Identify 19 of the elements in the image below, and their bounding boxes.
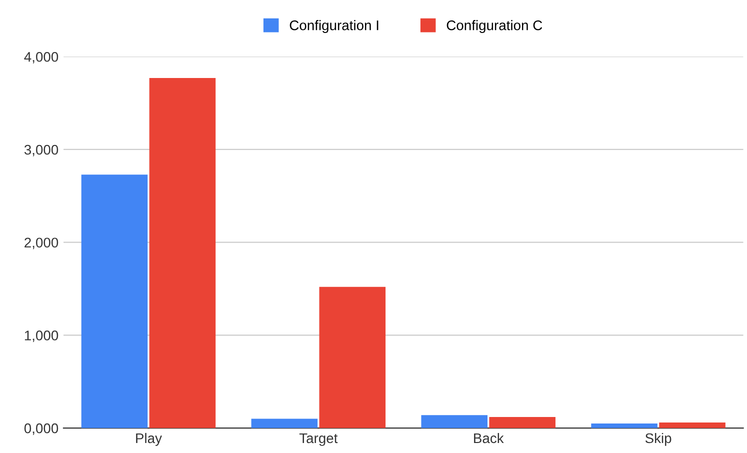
y-tick-label: 0,000 <box>24 423 58 435</box>
y-tick-label: 2,000 <box>24 238 58 250</box>
legend-label: Configuration I <box>290 20 378 33</box>
bar <box>659 422 726 428</box>
bar <box>251 418 318 428</box>
x-tick-label: Target <box>299 433 338 446</box>
x-tick-label: Play <box>136 432 162 446</box>
bar <box>591 423 658 428</box>
y-tick-label: 1,000 <box>24 330 58 342</box>
bar <box>149 78 216 428</box>
x-tick-label: Skip <box>645 432 672 446</box>
bar <box>319 286 386 428</box>
bar <box>81 174 148 428</box>
bar <box>421 415 488 428</box>
x-tick-label: Back <box>474 432 504 444</box>
y-tick-label: 4,000 <box>24 52 58 64</box>
bar <box>489 416 556 428</box>
y-tick-label: 3,000 <box>24 144 58 156</box>
legend-label: Configuration C <box>446 20 542 33</box>
